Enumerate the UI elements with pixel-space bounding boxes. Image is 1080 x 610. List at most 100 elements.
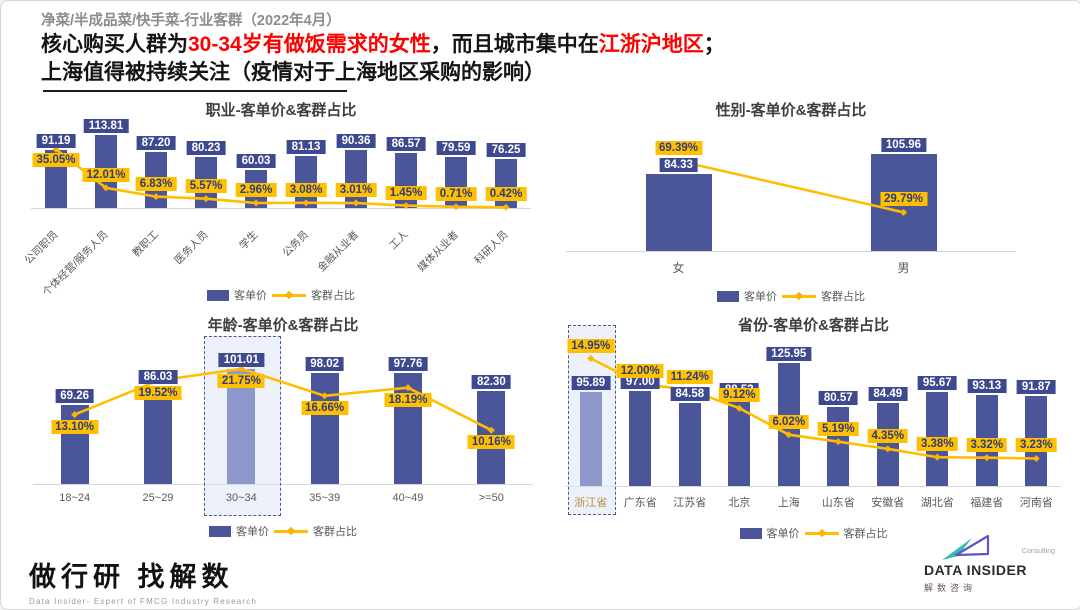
chart-title: 省份-客单价&客群占比 [738, 317, 889, 334]
province-plot-area: 95.8914.95%97.0012.00%84.5811.24%88.539.… [566, 325, 1061, 515]
brand-name: DATA INSIDER [924, 562, 1027, 578]
data-insider-brand: Consulting DATA INSIDER 解数咨询 [924, 532, 1059, 594]
category-label: 科研人员 [472, 228, 511, 267]
legend-bar-swatch [739, 527, 762, 539]
value-label: 82.30 [471, 374, 511, 389]
chart-legend: 客单价 客群占比 [566, 288, 1016, 304]
legend-line-label: 客群占比 [843, 528, 888, 540]
category-label: 上海 [777, 497, 800, 509]
category-label: 江苏省 [673, 497, 707, 509]
category-label: 工人 [387, 228, 411, 252]
title-line-1: 核心购买人群为30-34岁有做饭需求的女性，而且城市集中在江浙沪地区； [41, 33, 725, 56]
legend-bar-label: 客单价 [744, 291, 777, 303]
bar [629, 390, 652, 486]
legend-bar-label: 客单价 [234, 290, 267, 302]
consulting-label: Consulting [1021, 548, 1055, 555]
percent-label: 5.57% [185, 178, 227, 193]
chart-title: 年龄-客单价&客群占比 [207, 317, 359, 334]
category-label: 男 [897, 261, 910, 275]
category-label: 金融从业者 [314, 228, 361, 275]
value-label: 84.49 [868, 387, 908, 402]
occupation-category-axis: 公司职员 个体经营/服务人员 教职工 医务人员 学生 公务员 金融从业者 工人 媒体从业者 科研人… [22, 209, 531, 299]
value-label: 79.59 [436, 141, 476, 156]
percent-label: 10.16% [467, 435, 515, 450]
bar [728, 399, 751, 486]
value-label: 91.87 [1016, 380, 1056, 394]
legend-bar-label: 客单价 [236, 526, 269, 538]
percent-label: 12.00% [616, 363, 664, 378]
percent-label: 35.05% [32, 153, 80, 168]
percent-label: 0.42% [485, 187, 527, 202]
value-label: 84.33 [659, 157, 698, 172]
category-label: 公务员 [279, 228, 311, 260]
bowtie-logo-icon [942, 534, 990, 560]
legend-bar-swatch [207, 289, 229, 301]
value-label: 91.19 [36, 133, 76, 148]
percent-label: 19.52% [134, 385, 182, 400]
legend-diamond-icon [284, 290, 294, 300]
value-label: 97.76 [388, 357, 428, 372]
value-label: 86.03 [138, 370, 178, 385]
percent-label: 2.96% [235, 183, 277, 198]
category-label: 河南省 [1019, 497, 1053, 509]
category-label: 山东省 [821, 497, 855, 509]
value-label: 95.67 [917, 376, 957, 391]
title-underline [43, 90, 347, 92]
percent-label: 11.24% [666, 370, 713, 385]
category-label: 教职工 [129, 228, 161, 260]
chart-legend: 客单价 客群占比 [31, 287, 531, 303]
bar [579, 392, 602, 486]
category-label: 30~34 [225, 492, 257, 504]
category-label: 女 [672, 261, 685, 275]
category-label: 18~24 [59, 492, 91, 504]
percent-label: 13.10% [51, 419, 99, 434]
legend-bar-swatch [209, 525, 231, 537]
value-label: 95.89 [571, 376, 611, 391]
chart-title: 职业-客单价&客群占比 [205, 102, 357, 119]
value-label: 69.26 [55, 389, 95, 404]
data-insider-logo: 做行研 找解数 Data Insider- Expert of FMCG Ind… [29, 555, 257, 606]
percent-label: 6.83% [135, 176, 177, 191]
category-label: 25~29 [142, 492, 174, 504]
category-label: 广东省 [623, 497, 657, 509]
percent-label: 3.38% [916, 437, 958, 452]
value-label: 86.57 [386, 136, 426, 151]
legend-line-swatch [274, 526, 308, 536]
percent-label: 18.19% [384, 392, 432, 407]
percent-label: 1.45% [385, 185, 427, 200]
bar [876, 403, 899, 486]
brand-chinese-name: 解数咨询 [924, 583, 977, 593]
percent-label: 0.71% [435, 186, 477, 201]
value-label: 97.00 [620, 374, 660, 389]
legend-line-swatch [782, 291, 816, 301]
category-label: 公司职员 [22, 228, 61, 267]
legend-line-label: 客群占比 [821, 291, 865, 303]
legend-diamond-icon [817, 528, 826, 538]
legend-line-label: 客群占比 [313, 526, 357, 538]
category-label: >=50 [478, 492, 504, 504]
value-label: 125.95 [766, 346, 812, 361]
occupation-chart: 职业-客单价&客群占比 91.19 35.05% 113.81 12.01% 87.20… [22, 99, 531, 303]
chart-title: 性别-客单价&客群占比 [715, 102, 867, 119]
category-label: 北京 [728, 497, 751, 509]
percent-label: 3.08% [285, 182, 327, 197]
category-label: 40~49 [392, 492, 424, 504]
category-label: 浙江省 [574, 497, 608, 509]
percent-label: 4.35% [867, 428, 909, 443]
chart-legend: 客单价 客群占比 [33, 523, 533, 539]
value-label: 84.58 [670, 387, 710, 402]
value-label: 76.25 [486, 143, 526, 158]
trend-line [52, 145, 510, 211]
legend-diamond-icon [794, 291, 804, 301]
percent-label: 16.66% [301, 400, 349, 415]
value-label: 87.20 [136, 136, 176, 151]
percent-label: 3.32% [966, 437, 1008, 452]
category-label: 媒体从业者 [414, 228, 461, 275]
logo-subtitle: Data Insider- Expert of FMCG Industry Re… [29, 597, 258, 606]
percent-label: 6.02% [768, 414, 810, 429]
gender-category-axis: 女男 [566, 252, 1016, 276]
value-label: 93.13 [967, 378, 1007, 393]
bar [227, 369, 256, 484]
category-label: 35~39 [309, 492, 341, 504]
